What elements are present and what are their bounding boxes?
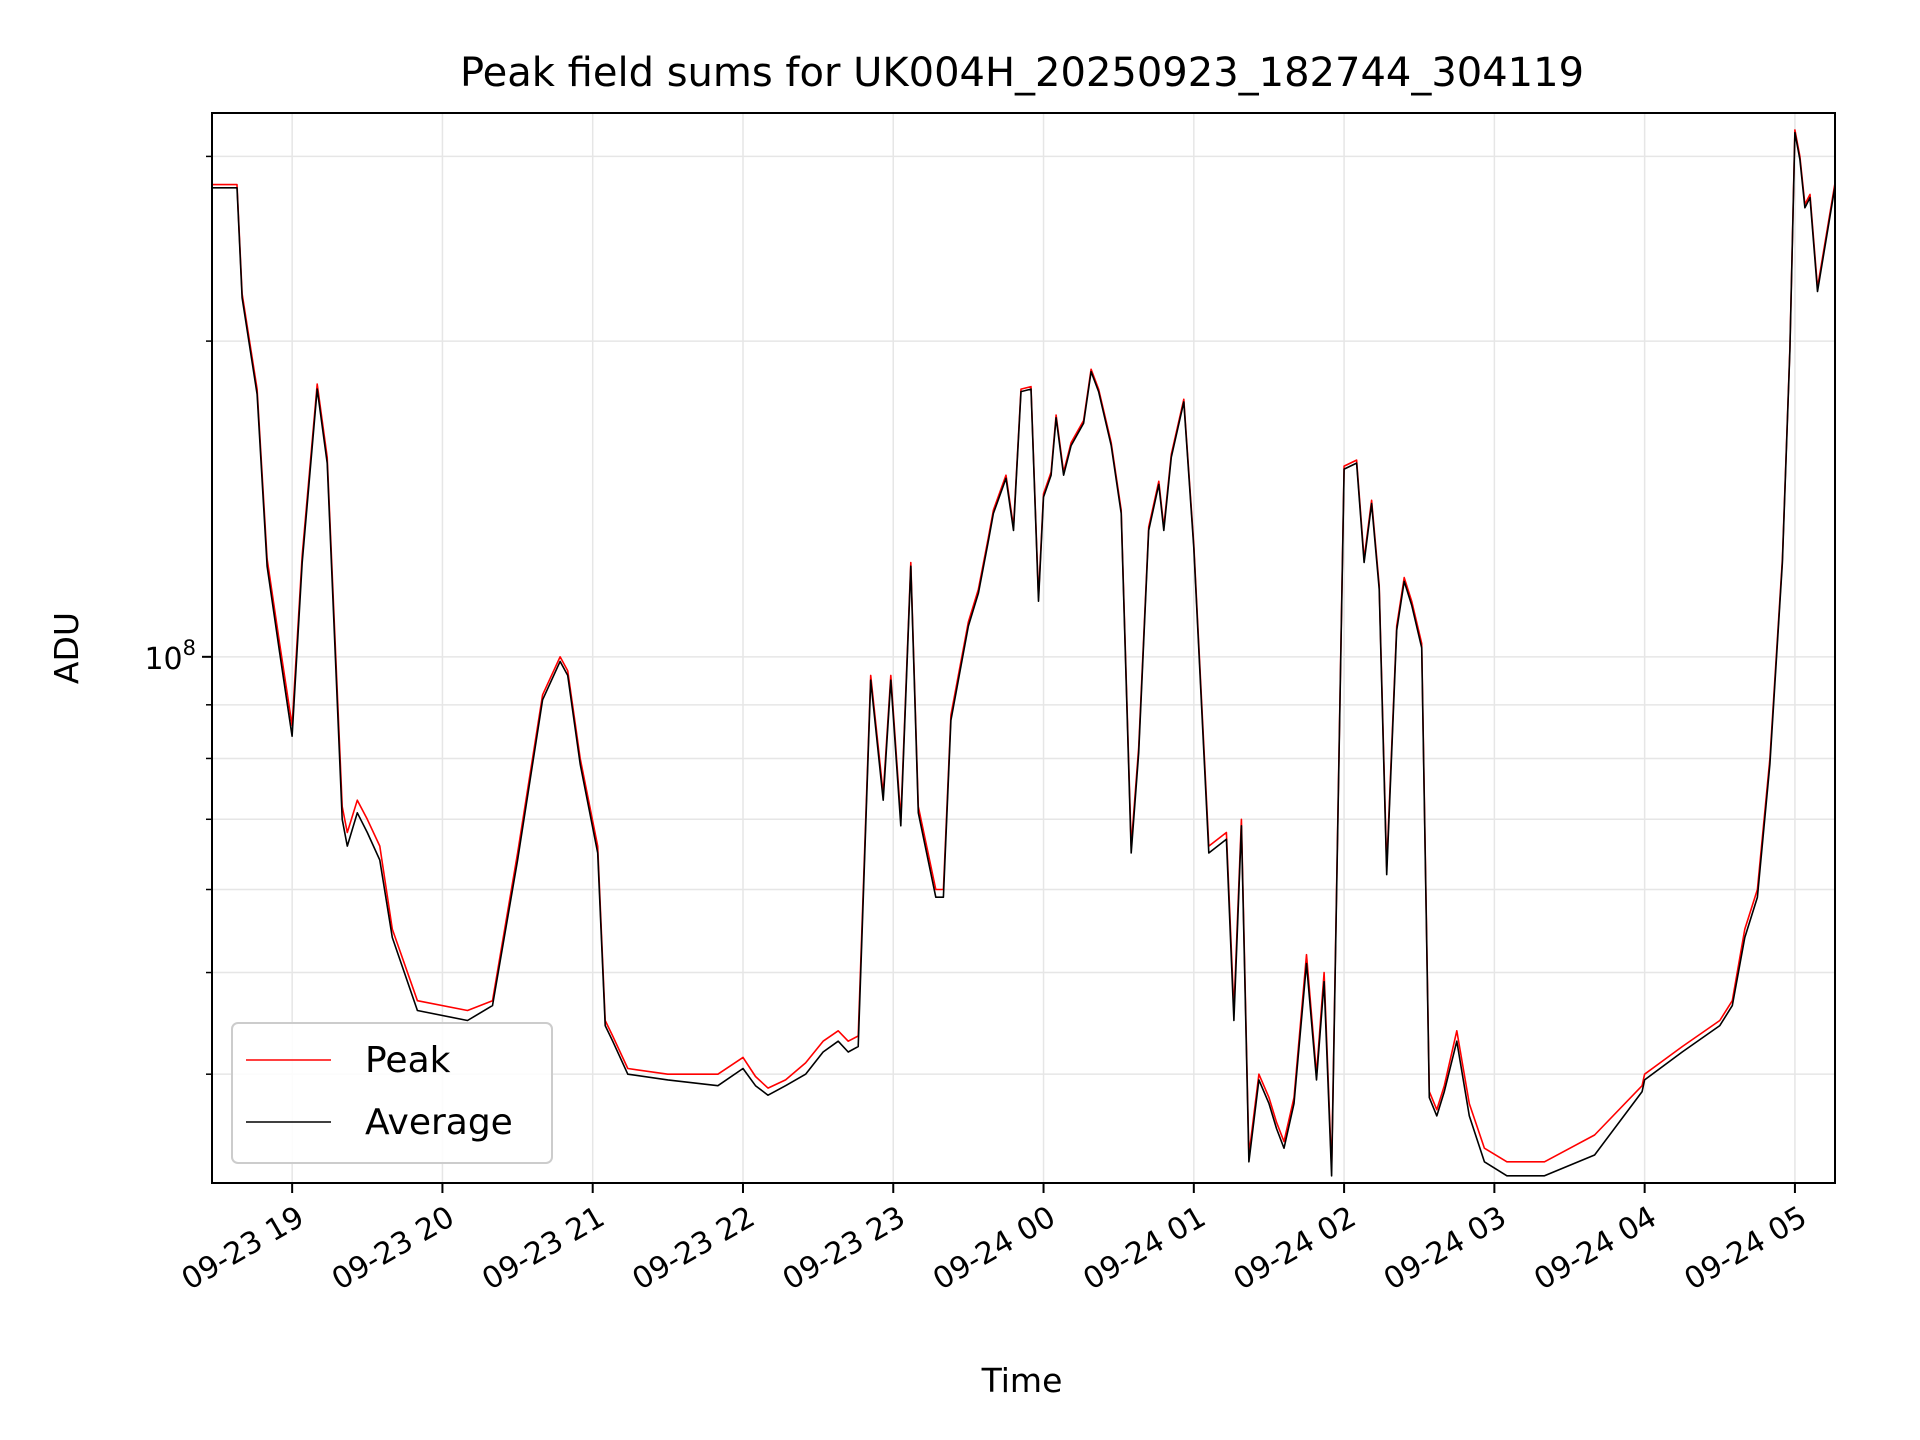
grid <box>212 113 1835 1183</box>
plot-lines <box>212 129 1836 1177</box>
y-axis-label: ADU <box>47 612 86 684</box>
legend-label-average: Average <box>365 1102 513 1143</box>
x-axis-label: Time <box>981 1361 1063 1400</box>
plot-frame <box>211 112 1836 1184</box>
legend: Peak Average <box>231 1022 553 1164</box>
legend-label-peak: Peak <box>365 1040 451 1081</box>
series-line-average <box>212 131 1836 1177</box>
series-line-peak <box>212 129 1836 1170</box>
y-axis: 108 <box>144 155 212 1075</box>
legend-box <box>231 1022 553 1164</box>
y-tick-label: 108 <box>144 636 196 677</box>
chart-title: Peak field sums for UK004H_20250923_1827… <box>460 50 1584 96</box>
